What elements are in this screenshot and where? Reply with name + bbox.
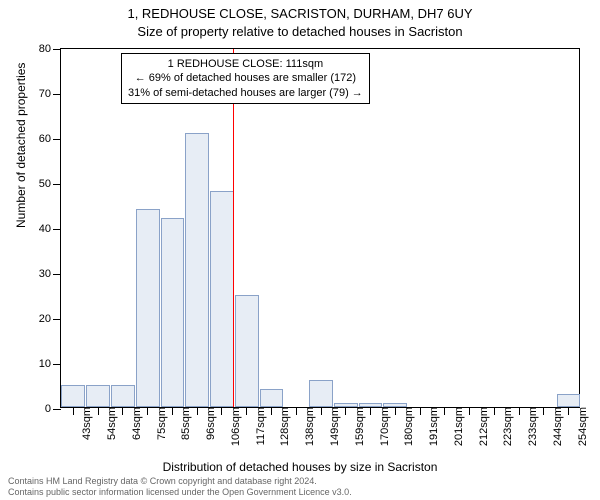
callout-line-1: 1 REDHOUSE CLOSE: 111sqm [128,57,363,71]
x-tick-label: 191sqm [418,407,440,446]
x-tick-label: 201sqm [443,407,465,446]
x-tick-label: 75sqm [146,407,168,440]
footer-line-1: Contains HM Land Registry data © Crown c… [8,476,352,487]
x-tick-label: 170sqm [369,407,391,446]
x-tick-label: 254sqm [567,407,589,446]
y-tick-label: 70 [39,88,61,100]
x-tick-label: 64sqm [121,407,143,440]
x-tick-label: 223sqm [492,407,514,446]
histogram-bar [86,385,110,408]
x-tick-label: 43sqm [71,407,93,440]
title-sub: Size of property relative to detached ho… [0,24,600,39]
x-axis-label: Distribution of detached houses by size … [0,460,600,474]
histogram-bar [557,394,581,408]
x-tick-label: 212sqm [468,407,490,446]
footer: Contains HM Land Registry data © Crown c… [8,476,352,498]
y-tick-label: 40 [39,223,61,235]
x-tick-label: 149sqm [319,407,341,446]
y-axis-label: Number of detached properties [14,63,28,228]
x-tick-label: 106sqm [220,407,242,446]
plot-area: 0102030405060708043sqm54sqm64sqm75sqm85s… [60,48,580,408]
x-tick-label: 180sqm [393,407,415,446]
title-main: 1, REDHOUSE CLOSE, SACRISTON, DURHAM, DH… [0,6,600,21]
y-tick-label: 10 [39,358,61,370]
y-tick-label: 30 [39,268,61,280]
y-tick-label: 50 [39,178,61,190]
histogram-bar [161,218,185,407]
histogram-bar [111,385,135,408]
y-tick-label: 80 [39,43,61,55]
histogram-bar [309,380,333,407]
x-tick-label: 244sqm [542,407,564,446]
histogram-bar [185,133,209,408]
y-tick-label: 0 [45,403,61,415]
x-tick-label: 85sqm [170,407,192,440]
footer-line-2: Contains public sector information licen… [8,487,352,498]
histogram-bar [235,295,259,408]
y-tick-label: 20 [39,313,61,325]
y-tick-label: 60 [39,133,61,145]
x-tick-label: 159sqm [344,407,366,446]
callout-line-2: ← 69% of detached houses are smaller (17… [128,71,363,85]
callout-line-3: 31% of semi-detached houses are larger (… [128,86,363,100]
callout-box: 1 REDHOUSE CLOSE: 111sqm← 69% of detache… [121,53,370,104]
histogram-bar [210,191,234,407]
x-tick-label: 117sqm [245,407,267,445]
chart-root: 1, REDHOUSE CLOSE, SACRISTON, DURHAM, DH… [0,0,600,500]
histogram-bar [136,209,160,407]
x-tick-label: 138sqm [294,407,316,446]
x-tick-label: 54sqm [96,407,118,440]
x-tick-label: 128sqm [269,407,291,446]
x-tick-label: 233sqm [517,407,539,446]
histogram-bar [260,389,284,407]
x-tick-label: 96sqm [195,407,217,440]
histogram-bar [61,385,85,408]
